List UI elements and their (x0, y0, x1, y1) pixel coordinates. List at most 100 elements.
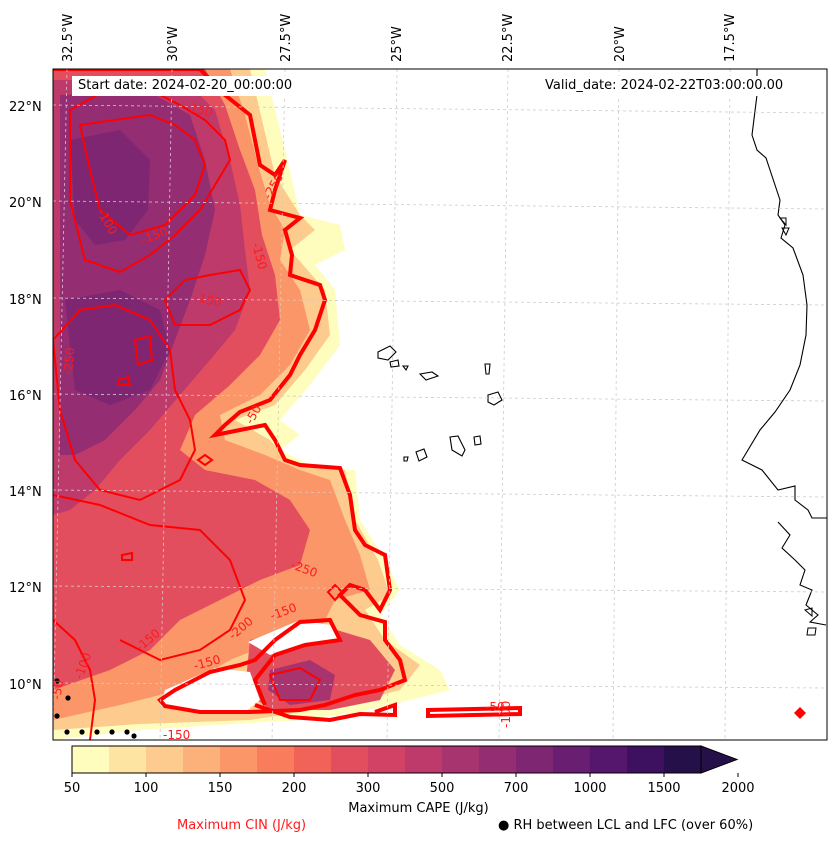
colorbar: 50 100 150 200 300 500 700 1000 1500 2000 (64, 745, 755, 796)
rh-legend-label: ● RH between LCL and LFC (over 60%) (498, 818, 754, 833)
cin-contour-150-c (163, 268, 252, 326)
cin-contour-150-b (78, 113, 207, 237)
cin-label: -100 (499, 701, 513, 728)
cin-contour-south (254, 702, 397, 723)
colorbar-tick-label: 50 (64, 781, 81, 796)
lat-label: 22°N (9, 100, 42, 115)
cin-contours (53, 69, 522, 740)
colorbar-swatch (664, 746, 702, 773)
lon-label: 25°W (390, 26, 405, 62)
colorbar-swatch (257, 746, 295, 773)
cin-contour-small-6 (326, 583, 344, 602)
rh-dot (79, 729, 85, 735)
rh-dot (109, 729, 115, 735)
cin-label: -150 (249, 241, 270, 271)
colorbar-swatch (516, 746, 554, 773)
colorbar-tick-label: 150 (208, 781, 233, 796)
rh-dot (64, 729, 70, 735)
colorbar-swatch (627, 746, 665, 773)
colorbar-tick-label: 700 (504, 781, 529, 796)
island-sao-nicolau (418, 371, 440, 381)
cin-legend-label: Maximum CIN (J/kg) (177, 818, 307, 833)
lon-label: 20°W (613, 26, 628, 62)
lat-label: 18°N (9, 293, 42, 308)
rh-dot (54, 678, 60, 684)
colorbar-tick-label: 100 (134, 781, 159, 796)
lat-axis: 22°N 20°N 18°N 16°N 14°N 12°N 10°N (9, 100, 42, 693)
colorbar-tick-label: 2000 (721, 781, 754, 796)
colorbar-tick-label: 1000 (573, 781, 606, 796)
cin-contour-100 (53, 619, 97, 740)
island-boa-vista (487, 391, 503, 406)
rh-dots (54, 678, 137, 739)
colorbar-swatch (553, 746, 591, 773)
cin-label: -50 (49, 679, 66, 701)
cin-contour-sliver (426, 705, 522, 719)
lon-label: 32.5°W (61, 14, 76, 62)
lat-label: 14°N (9, 485, 42, 500)
rh-dot (65, 695, 71, 701)
colorbar-extend-arrow (700, 745, 739, 774)
cin-marker-east (794, 707, 806, 719)
rh-dot (124, 729, 130, 735)
colorbar-swatch (109, 746, 147, 773)
colorbar-swatch (294, 746, 332, 773)
rh-dot (54, 713, 60, 719)
lon-label: 22.5°W (501, 14, 516, 62)
cape-verde-islands (377, 345, 503, 462)
coastline-africa (741, 69, 827, 519)
colorbar-swatch (590, 746, 628, 773)
colorbar-swatch (331, 746, 369, 773)
cin-contour-small-5 (196, 453, 214, 467)
colorbar-swatch (479, 746, 517, 773)
colorbar-swatch (220, 746, 258, 773)
lon-label: 27.5°W (279, 14, 294, 62)
map-frame (52, 68, 828, 741)
cin-contour-thick (53, 69, 408, 714)
cape-region-6 (70, 130, 150, 245)
lon-axis: 32.5°W 30°W 27.5°W 25°W 22.5°W 20°W 17.5… (61, 14, 738, 62)
island-santiago (449, 435, 466, 457)
colorbar-outline (71, 745, 702, 774)
colorbar-swatch (183, 746, 221, 773)
colorbar-swatch (405, 746, 443, 773)
colorbar-swatch (146, 746, 184, 773)
cin-contour-small-4 (268, 666, 322, 701)
cin-contour-150-d (53, 494, 247, 662)
cin-label: -150 (184, 99, 214, 120)
colorbar-swatch (72, 746, 110, 773)
island-brava (403, 456, 409, 462)
cin-label: -150 (192, 652, 222, 673)
colorbar-title: Maximum CAPE (J/kg) (348, 801, 489, 816)
lat-label: 10°N (9, 678, 42, 693)
rh-dot (131, 733, 137, 739)
cin-label: -150 (193, 290, 223, 309)
cin-label: -50 (485, 700, 505, 714)
cin-contour-250 (53, 303, 197, 502)
island-maio (473, 435, 482, 446)
colorbar-tick-label: 300 (356, 781, 381, 796)
island-santa-luzia (401, 365, 409, 372)
island-santo-antao (377, 345, 397, 361)
cape-gap-1 (160, 668, 260, 712)
gridlines (53, 69, 827, 740)
valid-date: Valid_date: 2024-02-22T03:00:00.00 (539, 76, 790, 96)
lon-label: 17.5°W (723, 14, 738, 62)
start-date: Start date: 2024-02-20_00:00:00 (72, 76, 299, 96)
coastline-guinea (777, 521, 827, 626)
lon-label: 30°W (166, 26, 181, 62)
colorbar-swatch (442, 746, 480, 773)
cin-label: -250 (61, 347, 77, 375)
cape-region-7 (65, 290, 170, 405)
coastline-islands-small (778, 217, 817, 636)
colorbar-tick-label: 200 (282, 781, 307, 796)
island-sal (484, 363, 491, 375)
lat-label: 12°N (9, 581, 42, 596)
cin-label: -150 (163, 728, 190, 742)
cin-contour-small-3 (121, 551, 133, 561)
colorbar-tick-label: 1500 (647, 781, 680, 796)
cin-contour-small-2 (117, 375, 132, 386)
colorbar-swatch (368, 746, 406, 773)
lat-label: 20°N (9, 196, 42, 211)
